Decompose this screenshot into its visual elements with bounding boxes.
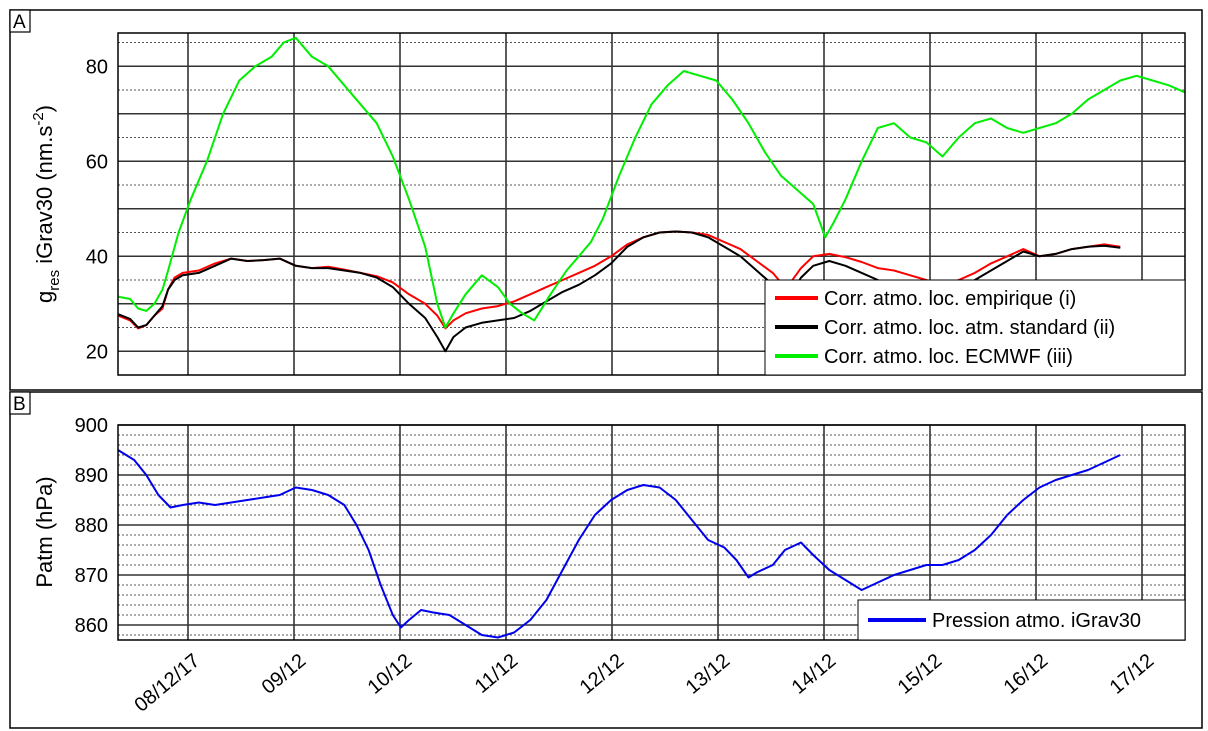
ylabel-rest: iGrav30 (nm.s xyxy=(32,126,57,270)
panel-b-y-tick-label: 860 xyxy=(75,615,108,637)
x-tick-label: 16/12 xyxy=(1000,650,1052,699)
panel-a-y-tick-label: 60 xyxy=(86,151,108,173)
panel-b-letter-box xyxy=(9,391,31,415)
x-tick-label: 10/12 xyxy=(364,650,416,699)
panel-a-plot: 20 40 60 80 gres iGrav30 (nm.s-2) Corr. atm… xyxy=(30,32,1186,376)
panel-a-y-tick-label: 80 xyxy=(86,56,108,78)
ylabel-sub: res xyxy=(46,270,63,291)
panel-b-y-tick-label: 890 xyxy=(75,465,108,487)
panel-b-y-tick-label: 900 xyxy=(75,415,108,437)
panel-a-legend: Corr. atmo. loc. empirique (i) Corr. atm… xyxy=(764,279,1186,376)
panel-a-y-tick-label: 20 xyxy=(86,341,108,363)
panel-a-axes-box xyxy=(117,32,1186,376)
x-tick-label: 11/12 xyxy=(471,650,522,698)
panel-a-y-tick-label: 40 xyxy=(86,246,108,268)
panel-b-grid xyxy=(118,424,1185,640)
ylabel-main: g xyxy=(32,291,57,303)
x-tick-label: 08/12/17 xyxy=(130,650,204,717)
panel-b-series-line-0 xyxy=(117,449,1121,639)
panel-a-y-axis-label: gres iGrav30 (nm.s-2) xyxy=(30,105,63,303)
ylabel-end: ) xyxy=(32,105,57,112)
panel-a-series-line-2 xyxy=(117,36,1186,329)
x-axis-tick-labels: 08/12/17 09/12 10/12 11/12 12/12 13/12 14/12 15… xyxy=(130,650,1158,717)
x-tick-label: 17/12 xyxy=(1106,650,1158,699)
legend-label-ecmwf: Corr. atmo. loc. ECMWF (iii) xyxy=(824,346,1073,368)
panel-b-y-axis-label: Patm (hPa) xyxy=(32,476,57,587)
panel-a-y-ticks: 20 40 60 80 xyxy=(86,56,108,363)
panel-a-letter: A xyxy=(13,12,26,33)
x-tick-label: 12/12 xyxy=(576,650,628,699)
panel-b-y-ticks: 860 870 880 890 900 xyxy=(75,415,108,637)
panel-b-series xyxy=(117,449,1121,639)
panel-b-legend: Pression atmo. iGrav30 xyxy=(857,599,1186,641)
panel-b-y-tick-label: 880 xyxy=(75,515,108,537)
panel-b-letter: B xyxy=(13,394,26,415)
legend-label-empirique: Corr. atmo. loc. empirique (i) xyxy=(824,288,1076,310)
x-tick-label: 09/12 xyxy=(258,650,310,699)
legend-label-pression: Pression atmo. iGrav30 xyxy=(932,610,1141,632)
x-tick-label: 15/12 xyxy=(894,650,946,699)
panel-a-legend-box xyxy=(764,279,1186,376)
ylabel-sup: -2 xyxy=(30,112,47,125)
panel-a-letter-box xyxy=(9,9,31,33)
panel-b-frame xyxy=(9,391,1203,729)
legend-label-standard: Corr. atmo. loc. atm. standard (ii) xyxy=(824,317,1115,339)
x-tick-label: 13/12 xyxy=(682,650,734,699)
panel-b-y-tick-label: 870 xyxy=(75,565,108,587)
panel-b-plot: 860 870 880 890 900 Patm (hPa) Pression atmo… xyxy=(32,415,1186,641)
panel-a-frame xyxy=(9,9,1203,391)
panel-b-legend-box xyxy=(857,599,1186,641)
x-tick-label: 14/12 xyxy=(788,650,840,699)
panel-b-axes-box xyxy=(117,424,1186,641)
